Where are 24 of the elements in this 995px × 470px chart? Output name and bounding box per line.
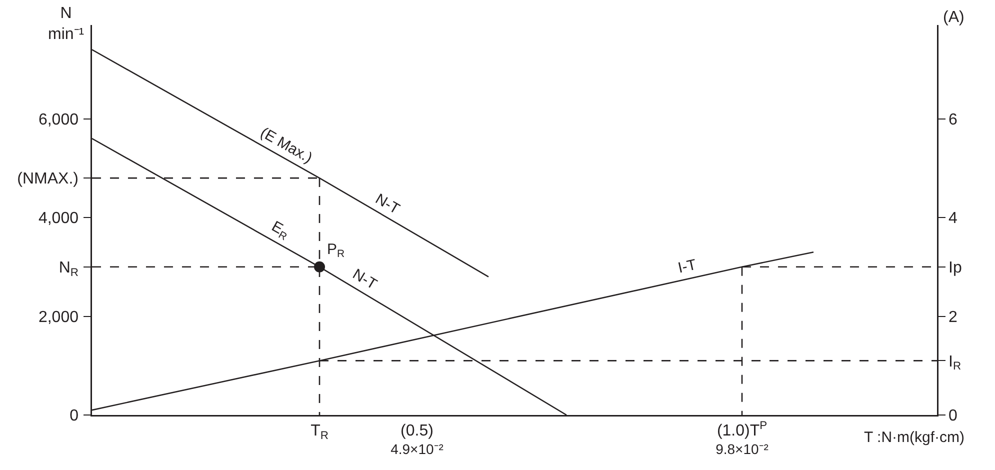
y2-tick-label: 4 — [948, 210, 958, 228]
x-axis-title: T :N·m(kgf·cm) — [864, 429, 965, 446]
annotation: N-T — [350, 266, 380, 294]
y2-tick-label: 2 — [948, 308, 958, 326]
y-tick-label: 4,000 — [38, 210, 79, 228]
y2-tick-label: 0 — [948, 408, 958, 425]
x-tick-label: (0.5) — [400, 422, 434, 440]
y-tick-label: N$_{R}$ — [58, 260, 78, 279]
annotation: N-T — [372, 190, 402, 218]
y2-tick-label: I$_{R}$ — [948, 353, 962, 373]
annotation: P$_{R}$ — [327, 241, 346, 260]
annotation: I-T — [676, 256, 698, 277]
y-tick-label: (NMAX.) — [17, 170, 78, 188]
y-tick-label: 0 — [70, 408, 79, 425]
y2-axis-title: (A) — [943, 9, 964, 26]
x-tick-label: T$_{R}$ — [310, 422, 328, 442]
y-tick-label: 2,000 — [38, 308, 79, 326]
y2-tick-label: Ip — [948, 260, 962, 276]
y2-tick-label: 6 — [948, 111, 958, 128]
y-tick-label: 6,000 — [38, 111, 79, 128]
x-tick-label: (1.0)T$^{P}$ — [716, 420, 768, 440]
x2-tick-label: 4.9×10⁻² — [390, 441, 444, 457]
x2-tick-label: 9.8×10⁻² — [716, 441, 769, 457]
y-axis-title: N min⁻¹ — [48, 5, 84, 43]
